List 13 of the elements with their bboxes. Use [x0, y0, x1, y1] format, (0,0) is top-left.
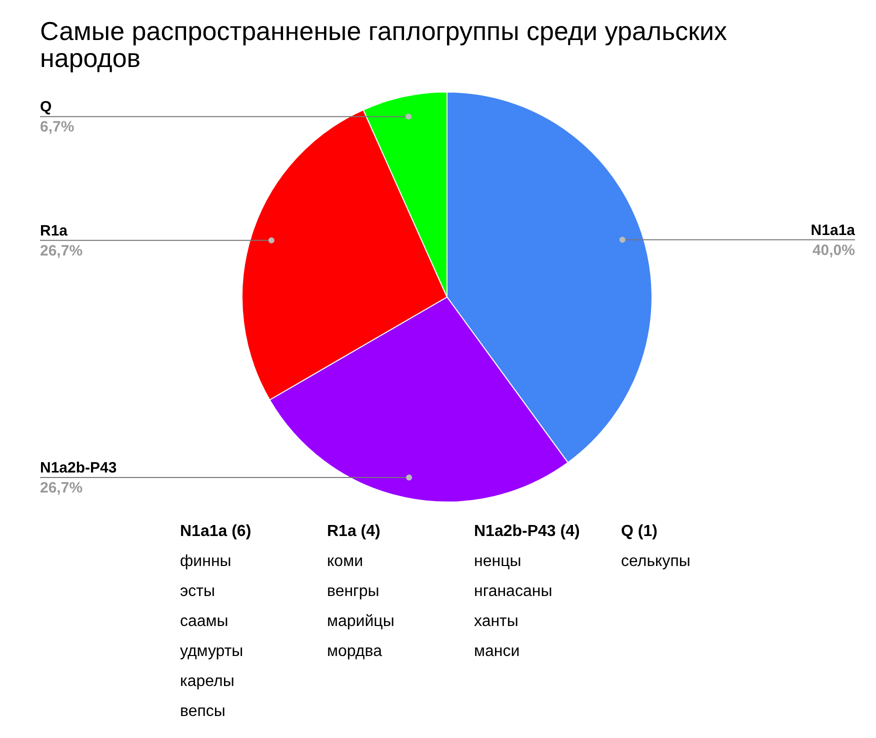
slice-label: N1a2b-P43 — [40, 460, 117, 477]
text: N1a2b-P43 (4) ненцы нганасаны ханты манси — [474, 523, 580, 660]
text: Q (1) селькупы — [621, 523, 690, 570]
text: R1a (4) коми венгры марийцы мордва — [327, 523, 394, 660]
slice-label: Q — [40, 98, 52, 116]
data-label: 26,7% — [40, 242, 83, 260]
slice-label: R1a — [40, 222, 68, 240]
data-label: 26,7% — [40, 480, 83, 497]
chart-title: Самые распространненые гаплогруппы среди уральских народов — [40, 16, 728, 73]
slice-label: N1a1a — [810, 222, 856, 239]
text: N1a1a (6) финны эсты саамы удмурты карелы вепсы — [180, 523, 252, 720]
data-label: 40,0% — [812, 242, 855, 259]
data-label: 6,7% — [40, 118, 74, 136]
